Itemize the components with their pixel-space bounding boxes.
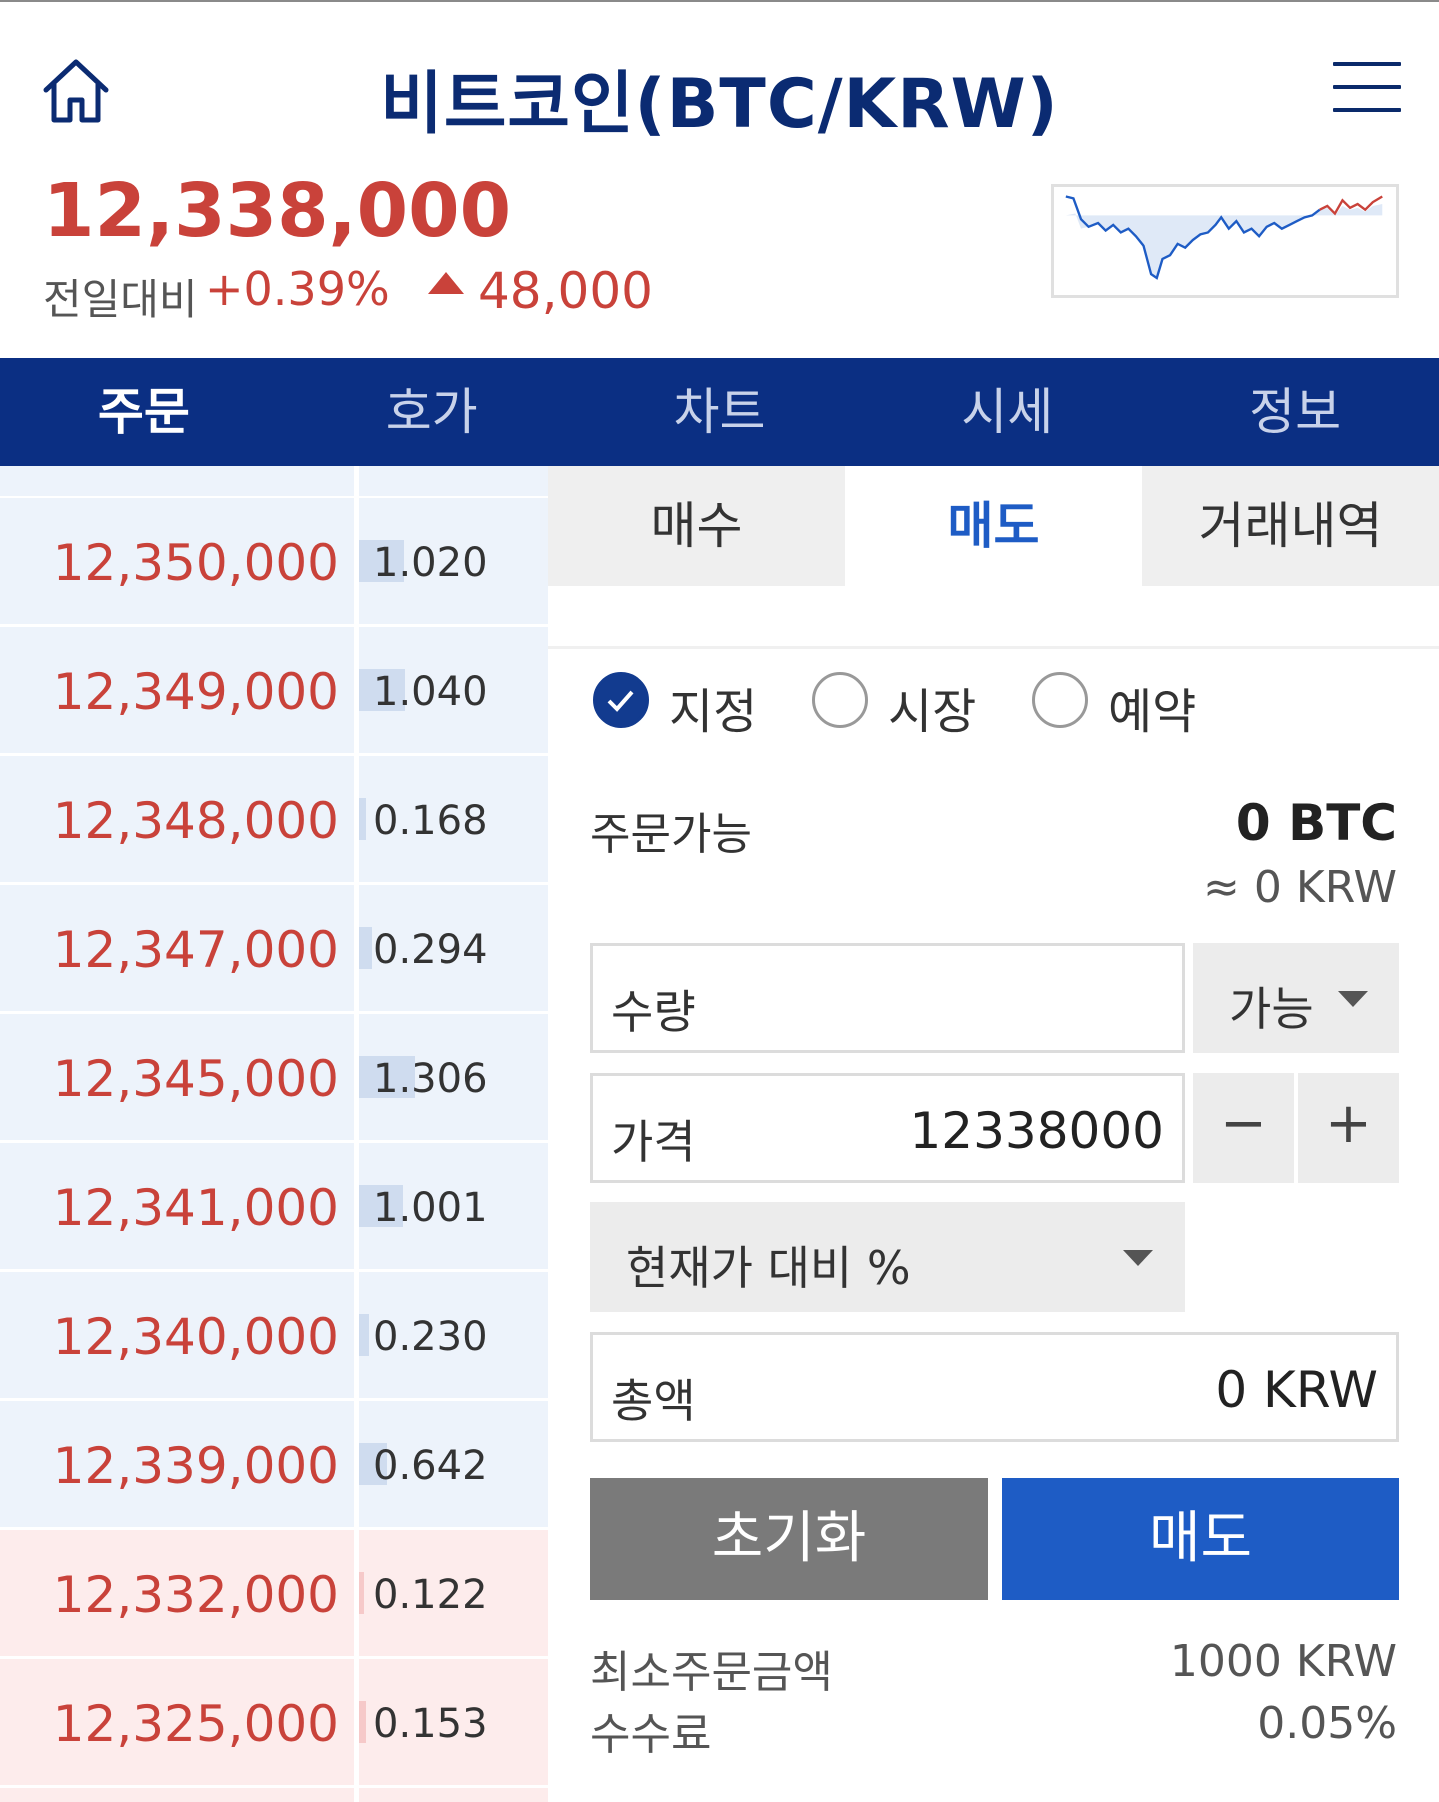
fee-value: 0.05% <box>1257 1698 1397 1749</box>
available-label: 주문가능 <box>590 809 752 860</box>
tab-order[interactable]: 주문 <box>97 383 190 441</box>
total-field[interactable]: 총액 0 KRW <box>590 1332 1399 1442</box>
orderbook-row[interactable]: 12,339,000 0.642 <box>0 1401 548 1529</box>
orderbook-price: 12,350,000 <box>52 534 339 592</box>
minus-icon: − <box>1220 1091 1267 1156</box>
total-label: 총액 <box>611 1374 696 1428</box>
top-divider <box>0 0 1439 2</box>
min-order-value: 1000 KRW <box>1169 1636 1397 1687</box>
available-value: 0 BTC <box>1235 794 1397 852</box>
quantity-input[interactable]: 수량 <box>590 943 1185 1053</box>
sparkline-chart[interactable] <box>1051 184 1399 298</box>
order-type-label: 예약 <box>1108 684 1197 740</box>
main-tabs: 주문 호가 차트 시세 정보 <box>0 358 1439 466</box>
orderbook-price: 12,325,000 <box>52 1695 339 1753</box>
change-percent: +0.39% <box>205 262 390 316</box>
dropdown-arrow-icon <box>1123 1250 1153 1266</box>
change-amount: 48,000 <box>478 262 653 320</box>
orderbook-row[interactable]: 12,345,000 1.306 <box>0 1014 548 1142</box>
orderbook-qty: 1.020 <box>373 540 488 586</box>
orderbook-qty: 1.001 <box>373 1185 488 1231</box>
tab-quotes[interactable]: 시세 <box>961 383 1054 441</box>
orderbook: 12,350,000 1.020 12,349,000 1.040 12,348… <box>0 466 548 1802</box>
up-arrow-icon <box>428 272 464 294</box>
orderbook-qty: 0.642 <box>373 1443 488 1489</box>
orderbook-row[interactable]: 12,349,000 1.040 <box>0 627 548 755</box>
orderbook-price: 12,340,000 <box>52 1308 339 1366</box>
radio-icon <box>812 672 868 728</box>
orderbook-qty: 0.122 <box>373 1572 488 1618</box>
current-price: 12,338,000 <box>43 168 512 254</box>
subtab-history[interactable]: 거래내역 <box>1142 466 1439 586</box>
orderbook-price: 12,347,000 <box>52 921 339 979</box>
orderbook-row[interactable]: 12,348,000 0.168 <box>0 756 548 884</box>
subtab-sell[interactable]: 매도 <box>845 466 1142 586</box>
quantity-label: 수량 <box>611 985 696 1039</box>
orderbook-row[interactable]: 12,325,000 0.153 <box>0 1659 548 1787</box>
price-value: 12338000 <box>909 1102 1165 1160</box>
orderbook-price: 12,339,000 <box>52 1437 339 1495</box>
orderbook-row[interactable]: 12,340,000 0.230 <box>0 1272 548 1400</box>
header: 비트코인(BTC/KRW) <box>0 0 1439 185</box>
quantity-option-label: 가능 <box>1229 982 1314 1036</box>
orderbook-row[interactable]: 12,332,000 0.122 <box>0 1530 548 1658</box>
orderbook-qty: 0.168 <box>373 798 488 844</box>
price-label: 가격 <box>611 1115 696 1169</box>
page-title: 비트코인(BTC/KRW) <box>380 65 1059 144</box>
orderbook-qty: 0.153 <box>373 1701 488 1747</box>
orderbook-qty: 0.230 <box>373 1314 488 1360</box>
price-increase-button[interactable]: + <box>1298 1073 1399 1183</box>
radio-icon <box>1032 672 1088 728</box>
change-label: 전일대비 <box>43 275 198 324</box>
plus-icon: + <box>1325 1091 1372 1156</box>
tab-orderbook[interactable]: 호가 <box>385 383 478 441</box>
percent-select-label: 현재가 대비 % <box>626 1241 911 1295</box>
available-krw: ≈ 0 KRW <box>1203 862 1397 913</box>
checked-radio-icon <box>593 672 649 728</box>
orderbook-row[interactable]: 12,350,000 1.020 <box>0 498 548 626</box>
total-value: 0 KRW <box>1215 1361 1378 1419</box>
price-input[interactable]: 가격 12338000 <box>590 1073 1185 1183</box>
price-decrease-button[interactable]: − <box>1193 1073 1294 1183</box>
reset-button[interactable]: 초기화 <box>590 1478 988 1600</box>
orderbook-price: 12,349,000 <box>52 663 339 721</box>
min-order-label: 최소주문금액 <box>590 1647 833 1698</box>
orderbook-price: 12,332,000 <box>52 1566 339 1624</box>
orderbook-price: 12,341,000 <box>52 1179 339 1237</box>
tab-info[interactable]: 정보 <box>1249 383 1342 441</box>
percent-select[interactable]: 현재가 대비 % <box>590 1202 1185 1312</box>
orderbook-price: 12,348,000 <box>52 792 339 850</box>
orderbook-qty: 1.040 <box>373 669 488 715</box>
home-icon[interactable] <box>40 54 112 126</box>
orderbook-qty: 1.306 <box>373 1056 488 1102</box>
quantity-option-select[interactable]: 가능 <box>1193 943 1399 1053</box>
tab-chart[interactable]: 차트 <box>673 383 766 441</box>
dropdown-arrow-icon <box>1338 991 1368 1007</box>
orderbook-row[interactable]: 12,341,000 1.001 <box>0 1143 548 1271</box>
order-type-label: 시장 <box>888 684 977 740</box>
order-type-label: 지정 <box>669 684 758 740</box>
menu-icon[interactable] <box>1333 62 1401 112</box>
sell-button[interactable]: 매도 <box>1002 1478 1399 1600</box>
orderbook-price: 12,345,000 <box>52 1050 339 1108</box>
orderbook-qty: 0.294 <box>373 927 488 973</box>
orderbook-row[interactable]: 12,347,000 0.294 <box>0 885 548 1013</box>
subtab-buy[interactable]: 매수 <box>548 466 845 586</box>
fee-label: 수수료 <box>590 1709 712 1760</box>
order-subtabs: 매수 매도 거래내역 <box>548 466 1439 586</box>
